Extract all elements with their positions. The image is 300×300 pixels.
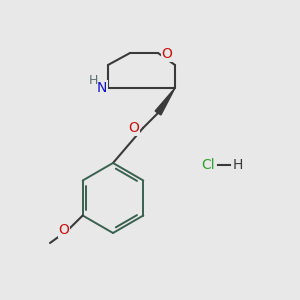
Text: Cl: Cl [201, 158, 215, 172]
Text: O: O [129, 121, 140, 135]
Text: H: H [88, 74, 98, 88]
Polygon shape [155, 88, 175, 115]
Text: N: N [97, 81, 107, 95]
Text: O: O [162, 47, 172, 61]
Text: O: O [58, 223, 69, 237]
Text: H: H [233, 158, 243, 172]
